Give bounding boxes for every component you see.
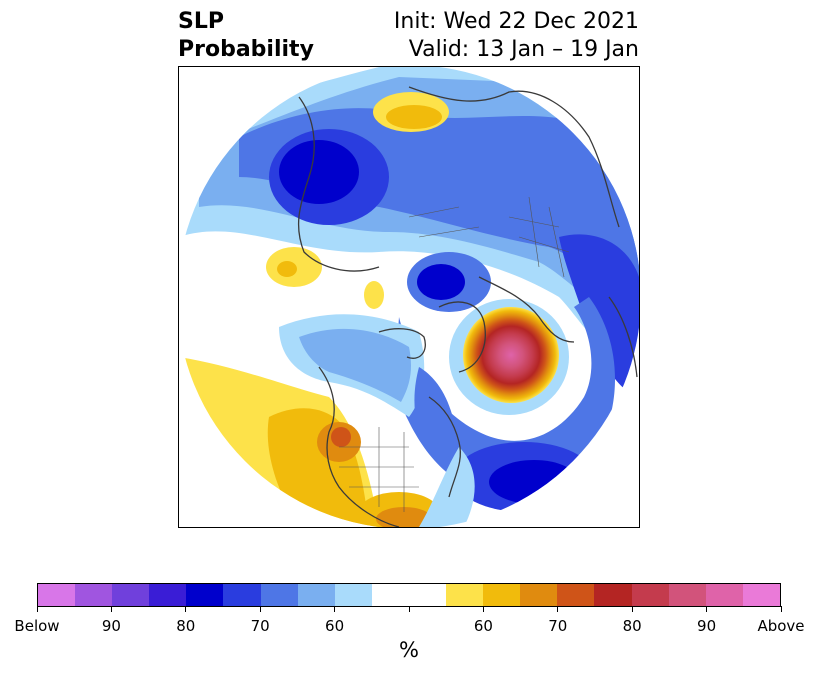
colorbar-tick xyxy=(185,606,187,612)
colorbar-tick xyxy=(631,606,633,612)
colorbar-segment xyxy=(408,584,447,606)
colorbar-tick-label: 60 xyxy=(473,617,493,635)
colorbar-segment xyxy=(742,584,780,606)
time-info-block: Init: Wed 22 Dec 2021 Valid: 13 Jan – 19… xyxy=(394,8,639,64)
colorbar-segment xyxy=(112,584,150,606)
colorbar-tick-label: Below xyxy=(14,617,60,635)
colorbar-tick-label: Above xyxy=(757,617,805,635)
probability-map xyxy=(178,66,640,528)
colorbar-tick-label: 70 xyxy=(250,617,270,635)
colorbar-segment xyxy=(149,584,187,606)
colorbar-segment xyxy=(557,584,595,606)
colorbar-segment xyxy=(705,584,743,606)
colorbar-segment xyxy=(668,584,706,606)
colorbar-segment xyxy=(446,584,484,606)
colorbar-segment xyxy=(520,584,558,606)
coastlines xyxy=(297,86,638,527)
colorbar-segment xyxy=(75,584,113,606)
map-svg xyxy=(179,67,639,527)
colorbar-segment xyxy=(260,584,298,606)
colorbar-tick-label: 90 xyxy=(697,617,717,635)
colorbar-segment xyxy=(297,584,335,606)
colorbar-tick xyxy=(110,606,112,612)
variable-title: SLP xyxy=(178,9,224,34)
colorbar-segment xyxy=(631,584,669,606)
colorbar-tick-label: 80 xyxy=(622,617,642,635)
valid-time: Valid: 13 Jan – 19 Jan xyxy=(408,37,639,62)
colorbar xyxy=(37,583,781,607)
chart-title-block: SLP Probability xyxy=(178,8,314,64)
init-time: Init: Wed 22 Dec 2021 xyxy=(393,9,639,34)
product-title: Probability xyxy=(178,37,314,62)
country-borders xyxy=(339,196,570,512)
colorbar-tick xyxy=(334,606,336,612)
colorbar-tick xyxy=(36,606,38,612)
colorbar-tick xyxy=(706,606,708,612)
colorbar-tick xyxy=(780,606,782,612)
colorbar-tick xyxy=(557,606,559,612)
colorbar-tick xyxy=(259,606,261,612)
colorbar-segment xyxy=(38,584,76,606)
colorbar-tick-label: 70 xyxy=(548,617,568,635)
colorbar-tick-label: 80 xyxy=(176,617,196,635)
colorbar-segment xyxy=(223,584,261,606)
colorbar-tick xyxy=(482,606,484,612)
colorbar-segment xyxy=(594,584,632,606)
colorbar-unit-label: % xyxy=(399,638,419,662)
colorbar-segment xyxy=(371,584,409,606)
colorbar-tick-label: 60 xyxy=(325,617,345,635)
colorbar-tick-label: 90 xyxy=(101,617,121,635)
colorbar-segment xyxy=(186,584,224,606)
colorbar-tick xyxy=(408,606,410,612)
colorbar-segment xyxy=(334,584,372,606)
probability-field xyxy=(179,67,639,527)
colorbar-segment xyxy=(483,584,521,606)
